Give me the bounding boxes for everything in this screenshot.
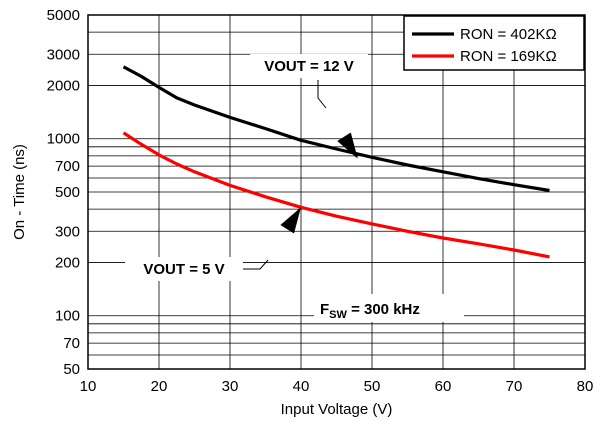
fsw-label: FSW = 300 kHz xyxy=(320,301,420,321)
y-tick-label: 200 xyxy=(55,254,80,271)
x-tick-label: 70 xyxy=(506,378,523,395)
fsw-label-bg xyxy=(314,294,464,322)
y-tick-label: 70 xyxy=(63,335,80,352)
series-lines xyxy=(122,65,550,259)
y-tick-label: 300 xyxy=(55,223,80,240)
y-tick-label: 2000 xyxy=(47,77,80,94)
annotation-vout-12v-bg xyxy=(250,54,368,78)
annotation-vout-5v-leader xyxy=(243,259,269,270)
x-tick-label: 40 xyxy=(293,378,310,395)
x-tick-label: 80 xyxy=(577,378,594,395)
annotation-vout-5v: VOUT = 5 V xyxy=(143,261,224,278)
x-tick-label: 20 xyxy=(151,378,168,395)
y-tick-label: 3000 xyxy=(47,46,80,63)
y-axis-label: On - Time (ns) xyxy=(11,144,28,240)
y-tick-label: 500 xyxy=(55,184,80,201)
annotation-vout-12v-arrowhead xyxy=(337,132,358,159)
y-tick-label: 700 xyxy=(55,158,80,175)
series-line-2 xyxy=(122,131,550,259)
x-tick-label: 60 xyxy=(435,378,452,395)
y-tick-label: 100 xyxy=(55,308,80,325)
legend-entry: RON = 169KΩ xyxy=(460,48,557,65)
annotation-vout-12v: VOUT = 12 V xyxy=(264,58,354,75)
y-tick-label: 5000 xyxy=(47,7,80,24)
series-line-1 xyxy=(122,65,550,193)
plot-frame xyxy=(87,14,586,370)
y-tick-label: 1000 xyxy=(47,131,80,148)
legend: RON = 402KΩ RON = 169KΩ xyxy=(403,15,585,71)
x-axis-label: Input Voltage (V) xyxy=(281,401,393,418)
x-tick-label: 50 xyxy=(364,378,381,395)
annotations: VOUT = 12 V VOUT = 5 V FSW = 300 kHz xyxy=(125,54,464,322)
legend-entry: RON = 402KΩ xyxy=(460,26,557,43)
legend-box xyxy=(403,15,585,71)
x-tick-label: 10 xyxy=(80,378,97,395)
annotation-vout-12v-leader xyxy=(317,80,327,109)
annotation-vout-5v-bg xyxy=(125,257,243,281)
x-tick-label: 30 xyxy=(222,378,239,395)
y-tick-label: 50 xyxy=(63,361,80,378)
tick-labels: 10 20 30 40 50 60 70 80 50 70 100 200 300 500 700 1000 2… xyxy=(47,7,594,395)
annotation-vout-5v-arrowhead xyxy=(280,207,301,234)
